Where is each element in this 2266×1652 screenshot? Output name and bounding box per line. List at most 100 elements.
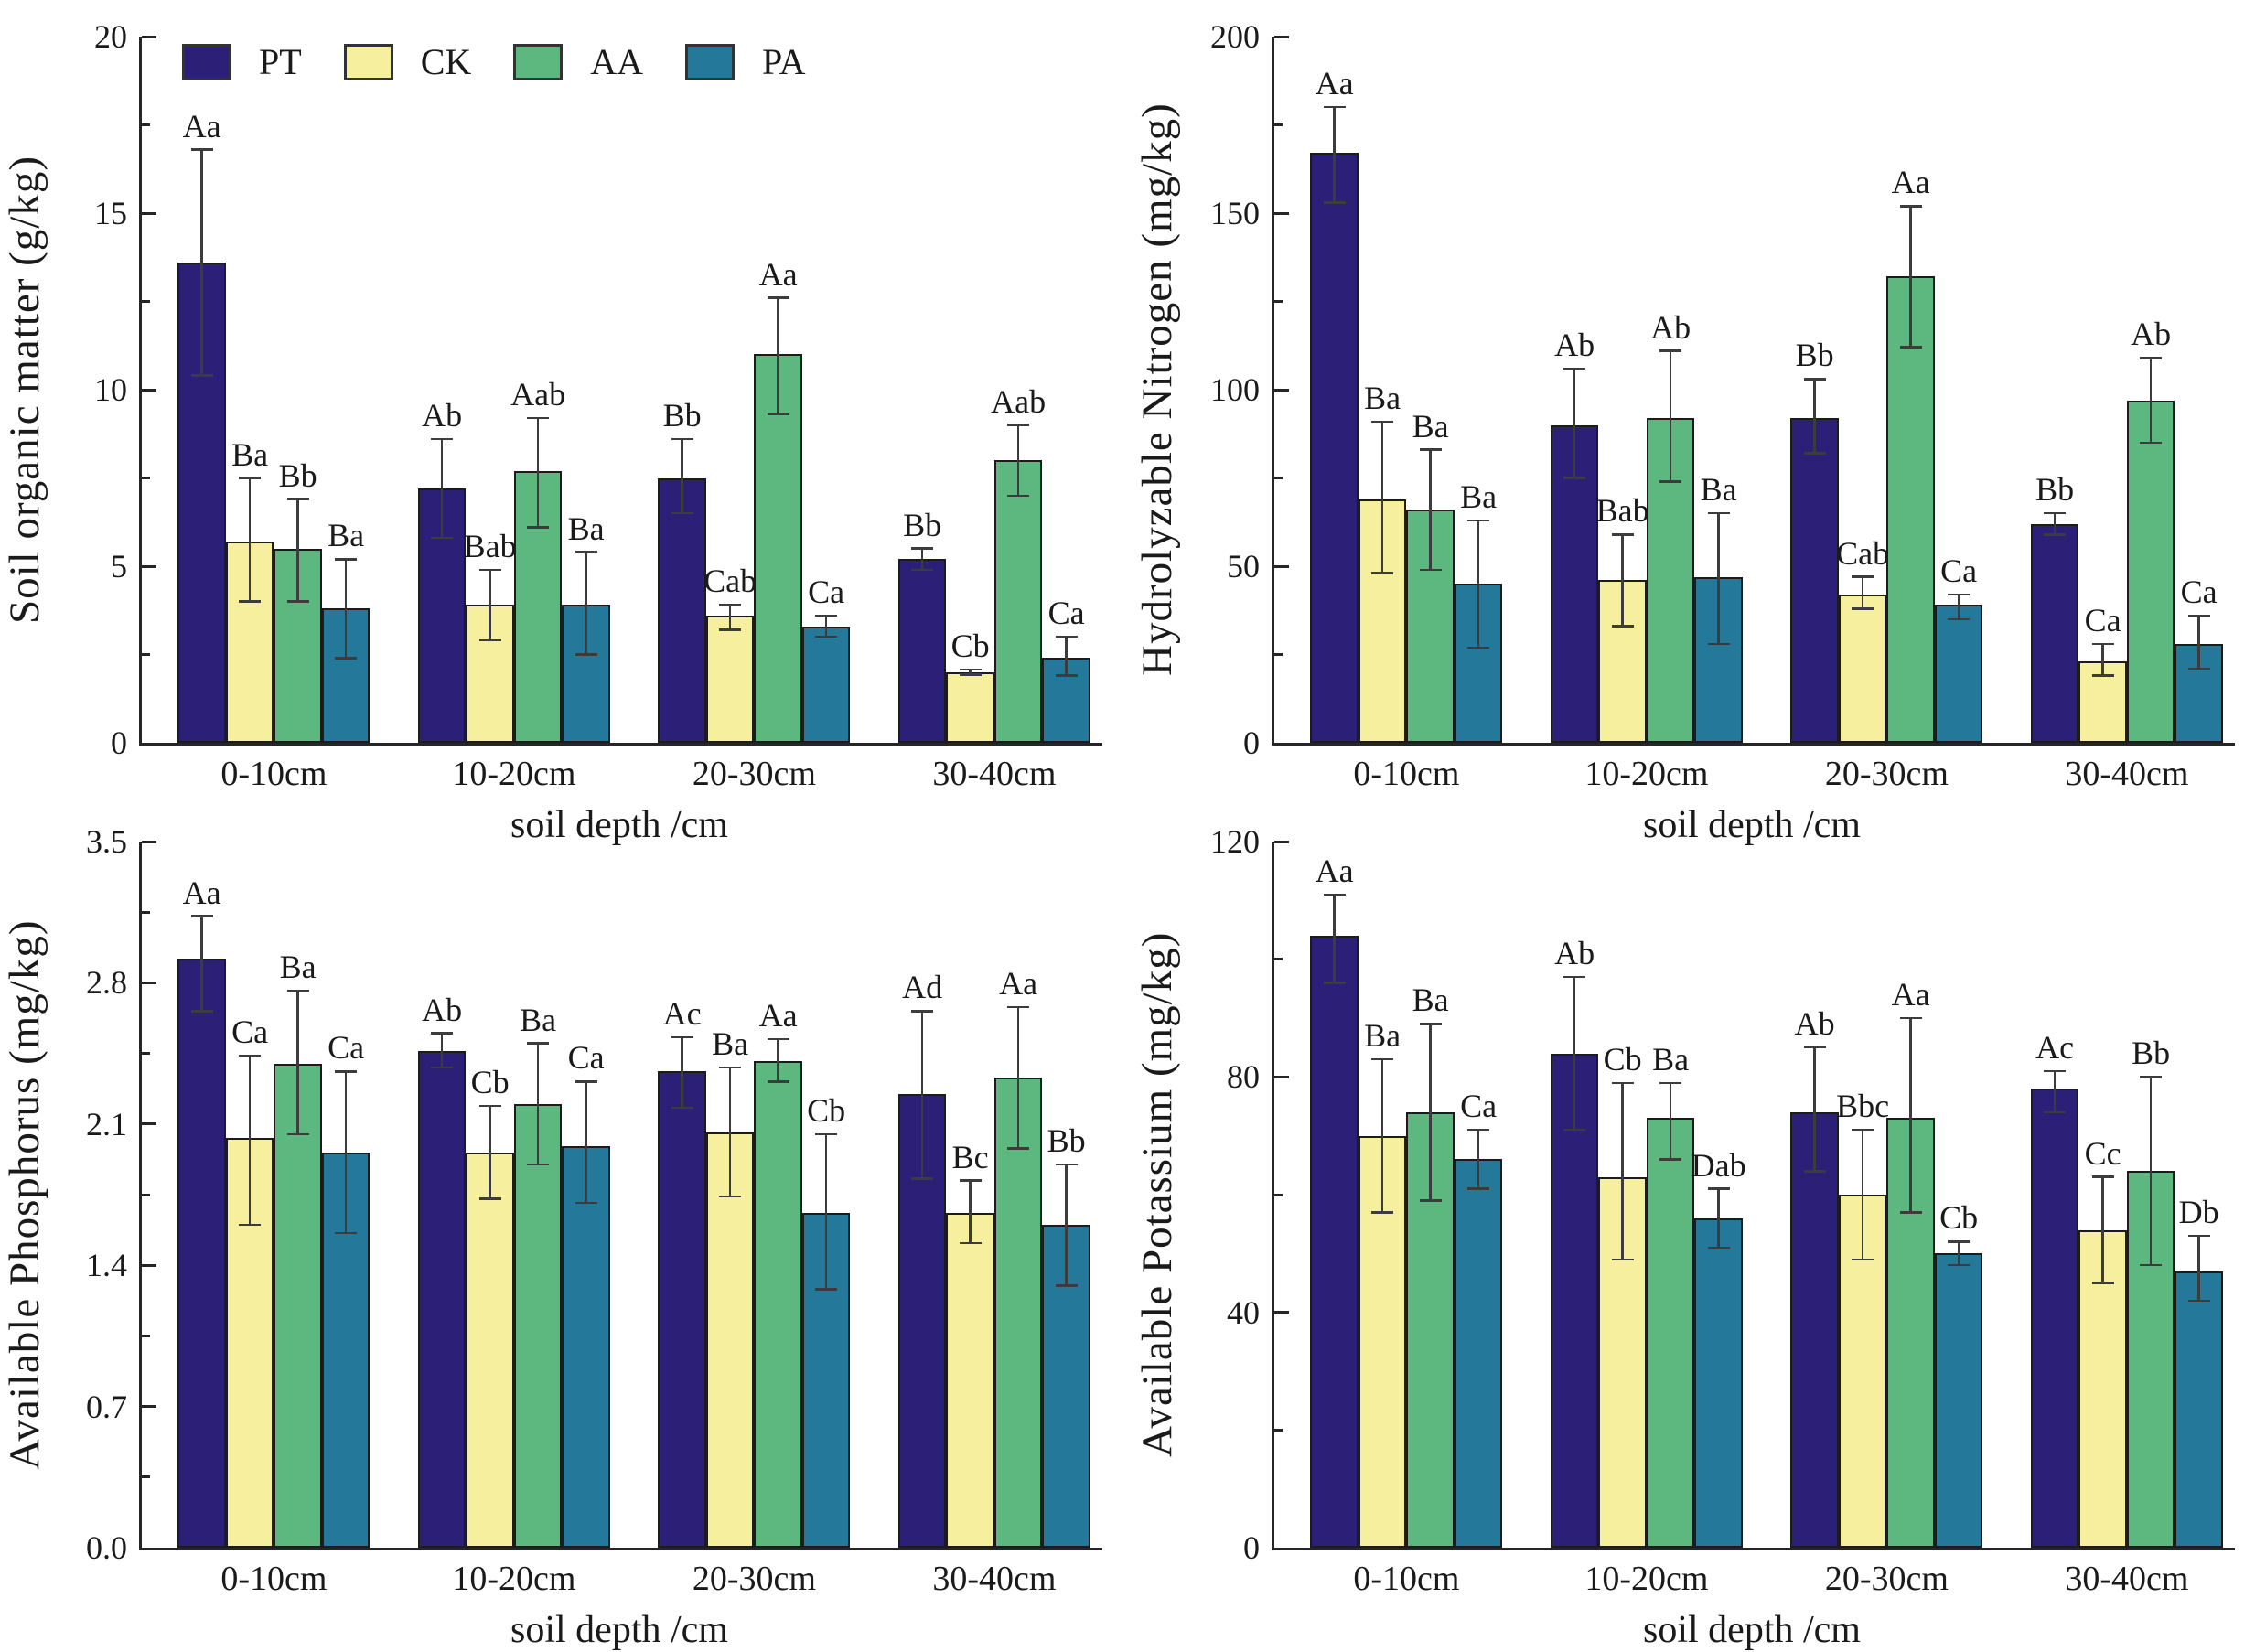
error-bar-PA-20-30cm bbox=[824, 1133, 828, 1290]
error-bar-PT-30-40cm bbox=[920, 1011, 924, 1179]
error-cap-bottom bbox=[1948, 1263, 1971, 1267]
significance-label: Aa bbox=[1315, 65, 1354, 102]
bar-PT-0-10cm bbox=[177, 958, 226, 1548]
bar-AA-0-10cm bbox=[1406, 1111, 1455, 1548]
panel-available-potassium: Available Potassium (mg/kg) 0 40 80 120 0-10… bbox=[1133, 823, 2266, 1651]
x-tick-label: 20-30cm bbox=[692, 755, 816, 793]
bar-AA-10-20cm bbox=[513, 1103, 563, 1548]
panel-available-phosphorus: Available Phosphorus (mg/kg) 0.0 0.7 1.4 2.… bbox=[0, 823, 1133, 1651]
error-bar-AA-0-10cm bbox=[296, 991, 299, 1134]
error-bar-CK-30-40cm bbox=[969, 670, 972, 675]
error-bar-CK-30-40cm bbox=[2101, 643, 2104, 676]
significance-label: Ba bbox=[1412, 407, 1449, 445]
bar-PT-0-10cm bbox=[1310, 935, 1359, 1548]
significance-label: Aa bbox=[758, 255, 798, 293]
error-cap-top bbox=[767, 296, 789, 299]
error-bar-CK-30-40cm bbox=[969, 1180, 972, 1243]
y-major-tick bbox=[142, 211, 156, 215]
significance-label: Bb bbox=[1047, 1121, 1086, 1159]
error-cap-bottom bbox=[1563, 477, 1586, 479]
legend-swatch-CK bbox=[343, 43, 393, 80]
significance-label: Aa bbox=[1891, 976, 1930, 1013]
error-cap-top bbox=[719, 1066, 742, 1069]
plot-area-available-phosphorus: 0.0 0.7 1.4 2.1 2.8 3.5 0-10cm Aa Ca Ba Ca 10-20cm A… bbox=[86, 825, 1102, 1598]
error-cap-bottom bbox=[1563, 1128, 1586, 1132]
error-cap-bottom bbox=[431, 1066, 454, 1069]
error-cap-top bbox=[2091, 642, 2114, 646]
bar-PT-30-40cm bbox=[897, 559, 947, 743]
bar-AA-10-20cm bbox=[1646, 1118, 1695, 1548]
error-cap-bottom bbox=[1371, 572, 1394, 574]
error-cap-top bbox=[911, 547, 934, 550]
error-cap-bottom bbox=[1323, 201, 1346, 204]
bar-CK-20-30cm bbox=[705, 616, 755, 743]
error-bar-PT-20-30cm bbox=[1813, 379, 1816, 454]
significance-label: Ca bbox=[1940, 552, 1978, 589]
significance-label: Ba bbox=[712, 1025, 749, 1063]
y-tick-label: 0 bbox=[1243, 1529, 1260, 1566]
error-cap-top bbox=[1467, 1128, 1490, 1132]
error-cap-top bbox=[431, 437, 454, 441]
significance-label: Ab bbox=[422, 397, 463, 434]
error-cap-bottom bbox=[1323, 982, 1346, 984]
significance-label: Bbc bbox=[1836, 1088, 1890, 1125]
error-cap-bottom bbox=[767, 413, 789, 416]
significance-label: Ad bbox=[902, 969, 943, 1006]
significance-label: Aa bbox=[758, 997, 798, 1035]
y-major-tick bbox=[142, 981, 156, 984]
error-bar-PT-10-20cm bbox=[440, 439, 444, 539]
error-bar-PT-30-40cm bbox=[2053, 513, 2057, 535]
significance-label: Ab bbox=[422, 991, 463, 1028]
bar-PT-20-30cm bbox=[658, 1071, 706, 1548]
significance-label: Aa bbox=[182, 874, 221, 911]
error-cap-top bbox=[2044, 511, 2067, 515]
x-tick-label: 30-40cm bbox=[2065, 755, 2189, 793]
y-major-tick bbox=[142, 840, 156, 843]
error-cap-bottom bbox=[1007, 1147, 1030, 1150]
error-cap-bottom bbox=[239, 1223, 262, 1227]
error-bar-CK-10-20cm bbox=[489, 569, 491, 641]
panel-soil-organic-matter: Soil organic matter (g/kg) 0 5 10 15 20 0-10c… bbox=[0, 0, 1133, 846]
significance-label: Ab bbox=[1554, 326, 1595, 363]
bar-PA-20-30cm bbox=[1934, 1253, 1983, 1548]
x-tick-label: 20-30cm bbox=[1824, 755, 1949, 793]
significance-label: Cb bbox=[1603, 1040, 1642, 1078]
error-cap-top bbox=[190, 148, 213, 151]
error-cap-bottom bbox=[767, 1080, 789, 1083]
error-bar-CK-20-30cm bbox=[1861, 1130, 1864, 1260]
error-cap-top bbox=[1659, 349, 1682, 352]
y-tick-label: 2.1 bbox=[86, 1105, 127, 1142]
bar-PT-10-20cm bbox=[1550, 1053, 1599, 1548]
bar-PA-20-30cm bbox=[801, 626, 851, 743]
y-major-tick bbox=[142, 1405, 156, 1409]
bar-AA-20-30cm bbox=[754, 1061, 802, 1548]
error-cap-top bbox=[1803, 378, 1826, 381]
significance-label: Cb bbox=[950, 628, 990, 665]
error-cap-bottom bbox=[1852, 607, 1874, 610]
y-minor-tick bbox=[142, 1475, 150, 1479]
error-bar-PT-20-30cm bbox=[1813, 1047, 1816, 1172]
legend-swatch-PA bbox=[685, 43, 736, 80]
x-tick-label: 30-40cm bbox=[2065, 1560, 2189, 1598]
error-cap-bottom bbox=[2091, 1282, 2114, 1284]
error-cap-bottom bbox=[1899, 346, 1922, 349]
error-bar-AA-10-20cm bbox=[1669, 1082, 1672, 1160]
significance-label: Ba bbox=[1364, 379, 1401, 416]
bar-PA-10-20cm bbox=[562, 1146, 610, 1548]
error-cap-top bbox=[1899, 205, 1922, 208]
error-cap-bottom bbox=[1371, 1211, 1394, 1214]
legend-item-PT: PT bbox=[182, 40, 302, 83]
significance-label: Ba bbox=[567, 510, 605, 547]
x-tick-label: 10-20cm bbox=[452, 755, 576, 793]
y-minor-tick bbox=[1274, 300, 1283, 303]
error-bar-PA-20-30cm bbox=[1957, 594, 1960, 619]
error-bar-CK-20-30cm bbox=[1861, 576, 1864, 609]
bar-PT-10-20cm bbox=[417, 1051, 467, 1548]
error-cap-bottom bbox=[2140, 1263, 2163, 1267]
y-minor-tick bbox=[142, 300, 150, 303]
error-bar-PA-10-20cm bbox=[1717, 513, 1720, 644]
y-minor-tick bbox=[142, 653, 150, 656]
y-major-tick bbox=[1274, 1075, 1289, 1078]
y-tick-label: 0.7 bbox=[86, 1388, 127, 1425]
error-bar-PA-0-10cm bbox=[1477, 520, 1480, 648]
